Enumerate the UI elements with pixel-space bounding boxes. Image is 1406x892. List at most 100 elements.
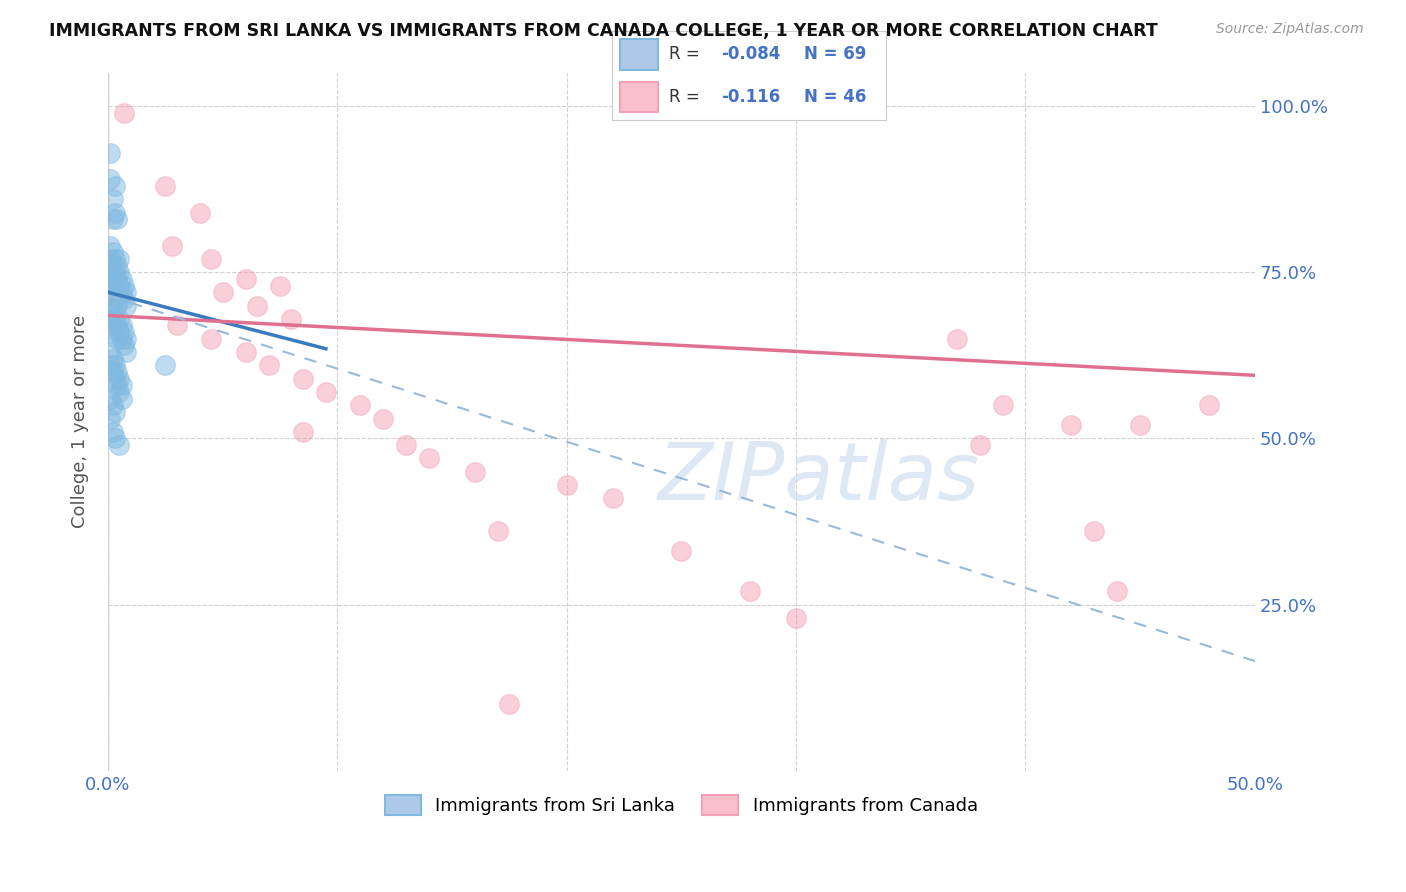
Point: [257, 359, 280, 373]
Point: [104, 265, 127, 279]
Point: [101, 285, 124, 300]
Point: [101, 351, 124, 366]
Point: [98, 359, 121, 373]
Point: [101, 272, 124, 286]
Point: [98, 299, 121, 313]
Point: [105, 332, 128, 346]
Point: [101, 398, 124, 412]
Point: [104, 252, 127, 266]
Point: [101, 259, 124, 273]
Point: [101, 305, 124, 319]
Text: N = 46: N = 46: [804, 88, 866, 106]
Point: [115, 332, 138, 346]
Point: [105, 378, 128, 392]
Point: [104, 432, 127, 446]
Point: [104, 359, 127, 373]
Point: [349, 398, 371, 412]
Point: [235, 272, 257, 286]
Point: [111, 378, 134, 392]
Point: [1198, 398, 1220, 412]
Point: [200, 332, 222, 346]
Point: [98, 278, 121, 293]
Point: [104, 371, 127, 385]
Point: [464, 465, 486, 479]
Point: [108, 384, 131, 399]
Point: [115, 299, 138, 313]
Point: [105, 299, 128, 313]
Point: [104, 405, 127, 419]
Point: [108, 265, 131, 279]
Text: Source: ZipAtlas.com: Source: ZipAtlas.com: [1216, 22, 1364, 37]
Text: N = 69: N = 69: [804, 45, 866, 63]
Point: [945, 332, 967, 346]
Point: [101, 245, 124, 260]
Point: [104, 278, 127, 293]
Point: [101, 425, 124, 439]
Point: [115, 285, 138, 300]
Point: [112, 338, 135, 352]
Point: [105, 212, 128, 227]
Point: [101, 212, 124, 227]
Point: [108, 292, 131, 306]
Point: [108, 325, 131, 339]
Point: [235, 345, 257, 359]
Point: [740, 584, 762, 599]
Text: ZIPatlas: ZIPatlas: [658, 439, 980, 516]
Point: [108, 311, 131, 326]
Point: [98, 145, 121, 160]
Point: [98, 411, 121, 425]
Point: [108, 371, 131, 385]
Text: R =: R =: [669, 45, 706, 63]
Point: [105, 318, 128, 333]
Point: [108, 252, 131, 266]
Point: [1129, 418, 1152, 433]
Text: -0.084: -0.084: [721, 45, 780, 63]
Point: [108, 278, 131, 293]
Point: [98, 345, 121, 359]
Point: [269, 278, 291, 293]
Point: [486, 524, 509, 539]
Point: [155, 178, 177, 193]
Point: [98, 239, 121, 253]
Point: [291, 371, 314, 385]
Point: [111, 392, 134, 406]
Point: [1107, 584, 1129, 599]
Legend: Immigrants from Sri Lanka, Immigrants from Canada: Immigrants from Sri Lanka, Immigrants fr…: [375, 786, 987, 824]
Point: [105, 259, 128, 273]
Point: [104, 178, 127, 193]
Point: [98, 392, 121, 406]
Point: [104, 311, 127, 326]
Point: [98, 252, 121, 266]
Point: [98, 172, 121, 186]
Point: [104, 325, 127, 339]
Point: [671, 544, 693, 558]
Point: [969, 438, 991, 452]
Point: [111, 318, 134, 333]
Point: [315, 384, 337, 399]
Point: [418, 451, 440, 466]
Point: [280, 311, 302, 326]
Point: [112, 106, 135, 120]
Point: [200, 252, 222, 266]
Point: [555, 478, 578, 492]
Point: [98, 265, 121, 279]
Point: [101, 365, 124, 379]
Point: [1060, 418, 1083, 433]
Point: [104, 205, 127, 219]
Point: [98, 311, 121, 326]
Point: [105, 285, 128, 300]
Point: [112, 292, 135, 306]
Point: [602, 491, 624, 506]
Point: [101, 192, 124, 206]
Point: [101, 318, 124, 333]
Point: [1083, 524, 1105, 539]
Point: [104, 292, 127, 306]
Text: IMMIGRANTS FROM SRI LANKA VS IMMIGRANTS FROM CANADA COLLEGE, 1 YEAR OR MORE CORR: IMMIGRANTS FROM SRI LANKA VS IMMIGRANTS …: [49, 22, 1159, 40]
Point: [105, 365, 128, 379]
Point: [188, 205, 211, 219]
Point: [112, 278, 135, 293]
Point: [785, 611, 807, 625]
Point: [105, 272, 128, 286]
Point: [111, 285, 134, 300]
Point: [498, 698, 520, 712]
